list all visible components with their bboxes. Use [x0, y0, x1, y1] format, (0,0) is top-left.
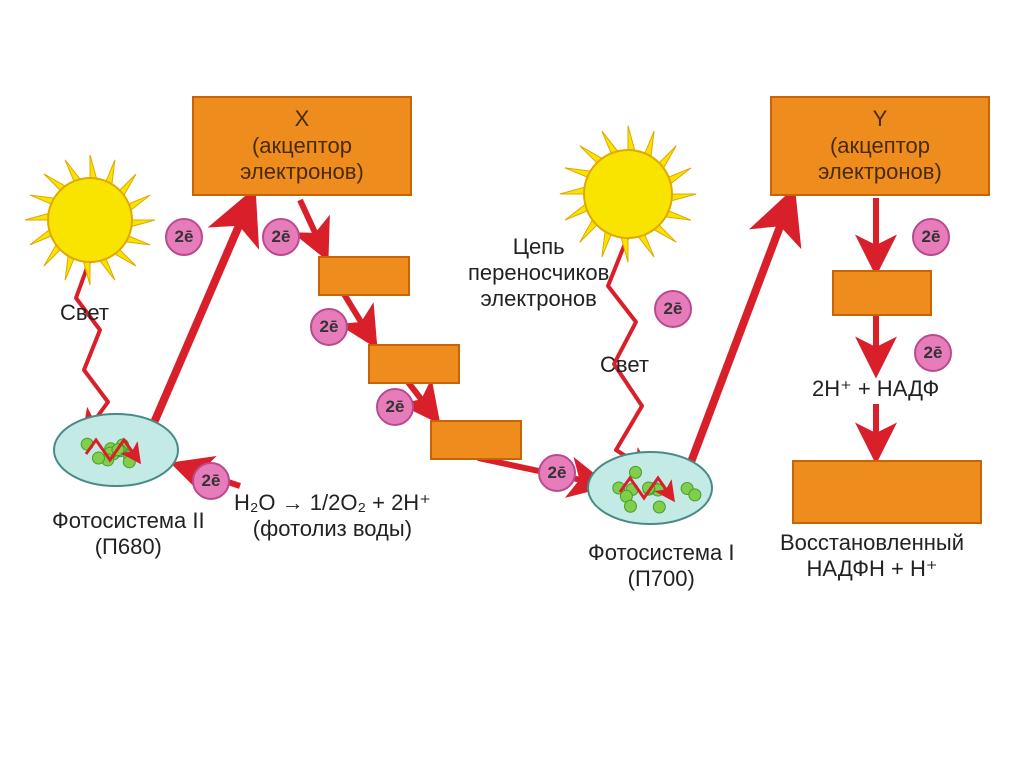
box-c2	[368, 344, 460, 384]
electron-badge: 2ē	[654, 290, 692, 328]
electron-badge: 2ē	[376, 388, 414, 426]
label-light1: Свет	[60, 300, 109, 326]
sun-icon	[25, 155, 155, 285]
arrow	[344, 294, 372, 340]
arrow	[76, 254, 108, 432]
electron-badge: 2ē	[262, 218, 300, 256]
electron-badge: 2ē	[165, 218, 203, 256]
label-nadp_eq: 2H⁺ + НАДФ	[812, 376, 939, 402]
label-ps2: Фотосистема II (П680)	[52, 508, 205, 560]
electron-badge: 2ē	[912, 218, 950, 256]
label-light2: Свет	[600, 352, 649, 378]
photosystem-icon	[54, 414, 178, 486]
box-x: X (акцептор электронов)	[192, 96, 412, 196]
box-y: Y (акцептор электронов)	[770, 96, 990, 196]
label-photolysis: H₂O → 1/2O₂ + 2H⁺ (фотолиз воды)	[234, 490, 431, 542]
electron-badge: 2ē	[192, 462, 230, 500]
label-ps1: Фотосистема I (П700)	[588, 540, 734, 592]
label-nadp_red: Восстановленный НАДФН + H⁺	[780, 530, 964, 582]
box-c1	[318, 256, 410, 296]
photosystem-icon	[588, 452, 712, 524]
electron-badge: 2ē	[310, 308, 348, 346]
arrow	[688, 200, 790, 470]
electron-badge: 2ē	[914, 334, 952, 372]
box-nadp_box	[792, 460, 982, 524]
label-chain: Цепь переносчиков электронов	[468, 234, 609, 312]
electron-badge: 2ē	[538, 454, 576, 492]
arrow	[300, 200, 324, 252]
box-c3	[430, 420, 522, 460]
box-yc	[832, 270, 932, 316]
